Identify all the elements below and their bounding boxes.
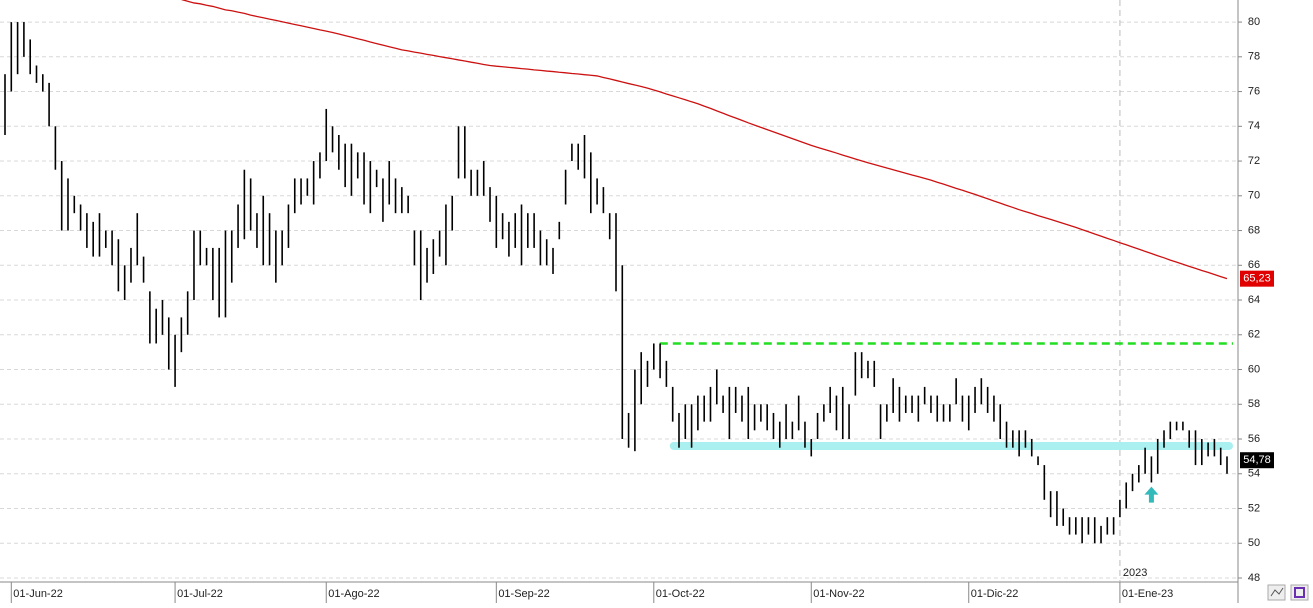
x-tick-label: 01-Jun-22: [13, 588, 63, 600]
x-tick-label: 01-Jul-22: [177, 588, 223, 600]
y-tick-label: 74: [1248, 120, 1260, 132]
x-tick-label: 01-Sep-22: [498, 588, 549, 600]
y-tick-label: 50: [1248, 537, 1260, 549]
x-tick-label: 01-Nov-22: [813, 588, 864, 600]
y-tick-label: 48: [1248, 572, 1260, 584]
save-icon: [1294, 587, 1305, 598]
ma-last-box: [1240, 270, 1274, 287]
last-price-box: [1240, 452, 1274, 469]
support-band: [669, 441, 1233, 450]
y-tick-label: 58: [1248, 398, 1260, 410]
y-tick-label: 78: [1248, 51, 1260, 63]
y-tick-label: 72: [1248, 155, 1260, 167]
y-tick-label: 64: [1248, 294, 1260, 306]
x-tick-label: 01-Oct-22: [656, 588, 705, 600]
zoom-icon: [1270, 587, 1284, 597]
y-tick-label: 60: [1248, 363, 1260, 375]
moving-average-line: [181, 0, 1228, 280]
y-tick-label: 56: [1248, 433, 1260, 445]
signal-arrow: [1144, 486, 1159, 503]
y-tick-label: 76: [1248, 85, 1260, 97]
x-tick-label: 01-Dic-22: [971, 588, 1019, 600]
ma-last-label: 65,23: [1243, 273, 1271, 285]
last-price-label: 54,78: [1243, 454, 1271, 466]
y-tick-label: 80: [1248, 16, 1260, 28]
zoom-button[interactable]: [1267, 584, 1286, 601]
year-label: 2023: [1123, 567, 1147, 579]
y-tick-label: 52: [1248, 502, 1260, 514]
y-tick-label: 66: [1248, 259, 1260, 271]
y-tick-label: 68: [1248, 224, 1260, 236]
y-tick-label: 54: [1248, 468, 1260, 480]
y-tick-label: 62: [1248, 329, 1260, 341]
y-tick-label: 70: [1248, 190, 1260, 202]
x-tick-label: 01-Ago-22: [328, 588, 379, 600]
x-tick-label: 01-Ene-23: [1122, 588, 1173, 600]
